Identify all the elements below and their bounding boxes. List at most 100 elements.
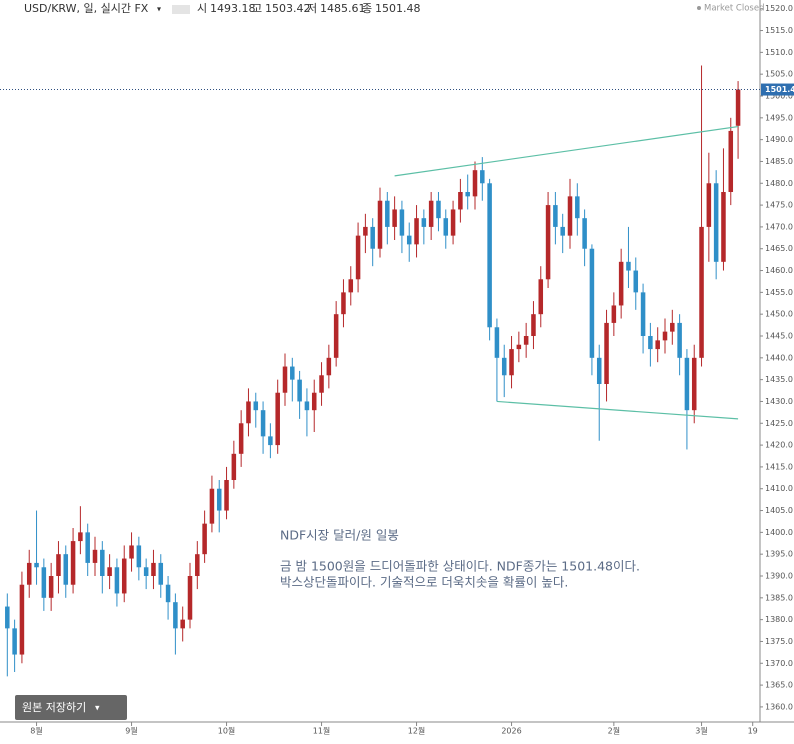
candle-body [494, 327, 500, 358]
x-tick-label: 19 [748, 727, 758, 736]
candle-body [92, 549, 98, 563]
market-status: Market Closed [704, 4, 764, 14]
candle-body [487, 183, 492, 328]
candle-body [187, 576, 193, 620]
candle-body [706, 183, 712, 227]
candle-body [691, 357, 697, 411]
y-tick-label: 1415.0 [765, 462, 793, 471]
y-tick-label: 1460.0 [765, 266, 793, 275]
x-tick-label: 3월 [695, 726, 707, 736]
candle-body [268, 436, 273, 446]
trendline [394, 125, 739, 177]
candle-body [575, 196, 580, 219]
y-tick-label: 1430.0 [765, 397, 793, 406]
y-tick-label: 1495.0 [765, 113, 793, 122]
candle-body [151, 562, 156, 576]
candle-body [78, 532, 83, 542]
candle-body [626, 261, 631, 271]
candle-body [545, 205, 551, 280]
candle-body [640, 292, 646, 336]
candle-body [721, 192, 726, 262]
candle-body [414, 218, 419, 245]
ohlc-value: 1493.18 [210, 2, 256, 15]
candle-body [567, 196, 573, 236]
candle-body [560, 226, 565, 236]
candle-body [648, 336, 653, 350]
candle-body [121, 558, 127, 594]
candle-body [713, 183, 719, 262]
candle-body [450, 209, 456, 236]
x-tick-label: 12월 [408, 726, 426, 736]
ohlc-label: 저 [307, 2, 317, 15]
candle-body [129, 545, 134, 559]
candle-body [19, 584, 25, 655]
candle-body [406, 235, 412, 245]
candle-body [100, 549, 105, 576]
candle-body [173, 602, 178, 629]
candle-body [385, 200, 390, 227]
y-tick-label: 1380.0 [765, 615, 793, 624]
y-tick-label: 1395.0 [765, 550, 793, 559]
candle-body [5, 606, 10, 629]
candle-body [480, 170, 485, 184]
candle-body [589, 248, 595, 358]
candle-body [611, 305, 617, 323]
y-tick-label: 1490.0 [765, 135, 793, 144]
x-tick-label: 2월 [608, 726, 620, 736]
y-tick-label: 1420.0 [765, 441, 793, 450]
candle-body [224, 480, 229, 511]
y-tick-label: 1515.0 [765, 26, 793, 35]
ohlc-label: 고 [252, 2, 262, 15]
y-tick-label: 1480.0 [765, 179, 793, 188]
candle-body [297, 379, 302, 402]
annotation: 금 밤 1500원을 드디어돌파한 상태이다. NDF종가는 1501.48이다… [280, 559, 640, 574]
x-tick-label: 8월 [30, 726, 42, 736]
candle-body [56, 554, 61, 576]
y-tick-label: 1405.0 [765, 506, 793, 515]
candle-body [341, 292, 346, 315]
x-tick-label: 2026 [501, 727, 521, 736]
candle-body [472, 170, 478, 197]
save-button[interactable]: 원본 저장하기 [22, 700, 86, 714]
candle-body [143, 567, 149, 576]
y-tick-label: 1485.0 [765, 157, 793, 166]
y-tick-label: 1370.0 [765, 659, 793, 668]
status-dot [697, 6, 701, 10]
candle-body [260, 410, 266, 437]
candle-body [421, 218, 427, 227]
y-tick-label: 1510.0 [765, 48, 793, 57]
candle-body [553, 205, 558, 227]
x-tick-label: 11월 [313, 726, 331, 736]
chart-title: USD/KRW, 일, 실시간 FX [24, 1, 149, 15]
dropdown-icon: ▾ [157, 5, 161, 14]
candle-body [443, 218, 449, 236]
candle-body [538, 279, 544, 315]
candle-body [326, 357, 332, 376]
y-tick-label: 1475.0 [765, 201, 793, 210]
candle-body [355, 235, 361, 280]
ohlc-value: 1501.48 [375, 2, 421, 15]
candle-body [290, 366, 295, 380]
candle-body [655, 340, 660, 350]
candle-body [246, 401, 251, 424]
candle-body [662, 331, 668, 341]
candle-body [633, 270, 639, 293]
y-tick-label: 1455.0 [765, 288, 793, 297]
candle-body [107, 567, 112, 576]
candle-body [304, 401, 310, 411]
candle-body [165, 584, 171, 603]
candle-body [41, 567, 47, 598]
candle-body [523, 336, 529, 345]
candle-body [26, 562, 32, 585]
y-tick-label: 1410.0 [765, 484, 793, 493]
y-tick-label: 1365.0 [765, 681, 793, 690]
candle-body [114, 567, 120, 594]
save-button-caret[interactable]: ▾ [95, 704, 100, 714]
candle-body [158, 562, 164, 585]
candle-body [311, 392, 317, 411]
ohlc-label: 종 [362, 2, 372, 15]
candle-body [392, 209, 397, 227]
save-button-bg[interactable] [15, 695, 127, 720]
candle-body [699, 226, 704, 358]
candle-body [604, 322, 609, 384]
